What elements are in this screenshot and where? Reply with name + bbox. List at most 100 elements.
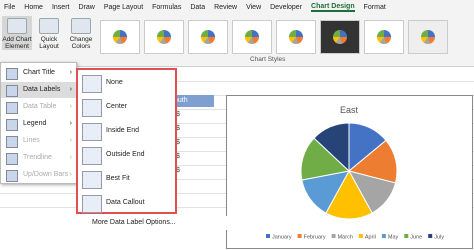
legend-swatch <box>297 234 302 238</box>
menu-arrow: › <box>69 86 72 93</box>
legend-swatch <box>266 234 270 238</box>
tab[interactable]: Format <box>363 3 386 11</box>
menu-item[interactable]: Trendline › <box>1 150 76 166</box>
legend-label: June <box>410 235 422 241</box>
tab[interactable]: View <box>246 3 262 11</box>
button-icon <box>7 18 27 34</box>
tab[interactable]: Developer <box>270 3 303 11</box>
menu-icon <box>6 170 18 182</box>
dollar-cell: $ <box>176 111 180 118</box>
submenu-icon <box>82 75 102 93</box>
style-thumbnail[interactable] <box>364 20 404 54</box>
tab-bar: File Home Insert Draw Page Layout Formulas Dat… <box>0 0 474 14</box>
menu-icon <box>6 102 18 114</box>
button-icon <box>71 18 91 34</box>
ribbon: Chart Styles Add Chart Element Quick Layo… <box>0 14 474 67</box>
ribbon-button[interactable]: Change Colors <box>66 16 96 50</box>
button-icon <box>39 18 59 34</box>
group-label: Chart Styles <box>250 56 286 63</box>
legend-swatch <box>428 234 433 238</box>
style-thumbnail[interactable] <box>232 20 272 54</box>
dollar-cell: $ <box>176 139 180 146</box>
thumb-pie <box>421 30 435 44</box>
thumb-pie <box>157 30 171 44</box>
ribbon-button[interactable]: Add Chart Element <box>2 16 32 50</box>
menu-arrow: › <box>69 69 72 76</box>
menu-arrow: › <box>69 103 72 110</box>
tab[interactable]: Data <box>190 3 206 11</box>
thumb-pie <box>245 30 259 44</box>
menu-arrow: › <box>69 120 72 127</box>
dollar-cell: $ <box>176 125 180 132</box>
submenu-item[interactable]: Best Fit <box>82 168 130 190</box>
menu-icon <box>6 68 18 80</box>
style-thumbnail[interactable] <box>188 20 228 54</box>
tab[interactable]: Review <box>214 3 238 11</box>
chart: East January February March April May June July <box>226 95 473 249</box>
menu-icon <box>6 153 18 165</box>
menu-item[interactable]: Chart Title › <box>1 65 76 81</box>
chart-title: East <box>340 105 359 115</box>
thumb-pie <box>289 30 303 44</box>
dollar-cell: $ <box>176 153 180 160</box>
legend-label: January <box>272 235 292 241</box>
pie-slice[interactable] <box>313 122 350 173</box>
column-header: outh <box>172 95 214 107</box>
menu-icon <box>6 119 18 131</box>
menu-icon <box>6 85 18 97</box>
tab[interactable]: Insert <box>51 3 70 11</box>
chart-border <box>226 95 473 249</box>
menu-item[interactable]: Data Table › <box>1 99 76 115</box>
submenu-item[interactable]: None <box>82 72 123 94</box>
legend-label: April <box>365 235 376 241</box>
submenu-icon <box>82 147 102 165</box>
menu-item[interactable]: Legend › <box>1 116 76 132</box>
button-label: Change Colors <box>69 36 93 50</box>
dollar-cell: $ <box>176 167 180 174</box>
legend-label: March <box>338 235 353 241</box>
more-options[interactable]: More Data Label Options... <box>76 216 242 230</box>
grid-row-line <box>0 81 474 82</box>
menu-arrow: › <box>69 171 72 178</box>
legend-label: May <box>388 235 399 241</box>
pie-slice[interactable] <box>325 169 373 220</box>
thumb-pie <box>113 30 127 44</box>
menu-icon <box>6 136 18 148</box>
thumb-pie <box>377 30 391 44</box>
submenu-item[interactable]: Center <box>82 96 127 118</box>
submenu-item[interactable]: Inside End <box>82 120 139 142</box>
data-labels-submenu: None Center Inside End Outside End Best Fit D… <box>76 68 177 214</box>
add-chart-element-menu: Chart Title › Data Labels › Data Table › Legen… <box>0 62 77 184</box>
tab[interactable]: Chart Design <box>311 2 355 12</box>
tab[interactable]: Home <box>24 3 43 11</box>
legend-swatch <box>331 234 336 238</box>
style-thumbnail[interactable] <box>276 20 316 54</box>
legend-label: February <box>304 235 326 241</box>
style-thumbnail[interactable] <box>320 20 360 54</box>
submenu-icon <box>82 171 102 189</box>
submenu-item[interactable]: Outside End <box>82 144 145 166</box>
tab[interactable]: File <box>4 3 16 11</box>
style-thumbnail[interactable] <box>408 20 448 54</box>
submenu-icon <box>82 99 102 117</box>
thumb-pie <box>333 30 347 44</box>
submenu-item[interactable]: Data Callout <box>82 192 145 214</box>
submenu-icon <box>82 123 102 141</box>
legend-label: July <box>434 235 444 241</box>
menu-item[interactable]: Lines › <box>1 133 76 149</box>
menu-arrow: › <box>69 154 72 161</box>
tab[interactable]: Draw <box>78 3 95 11</box>
submenu-icon <box>82 195 102 213</box>
tab[interactable]: Page Layout <box>103 3 144 11</box>
tab[interactable]: Formulas <box>152 3 182 11</box>
button-label: Quick Layout <box>39 36 59 50</box>
style-thumbnail[interactable] <box>100 20 140 54</box>
ribbon-button[interactable]: Quick Layout <box>34 16 64 50</box>
style-thumbnail[interactable] <box>144 20 184 54</box>
legend-swatch <box>404 234 409 238</box>
button-label: Add Chart Element <box>2 36 32 50</box>
menu-item[interactable]: Data Labels › <box>1 82 76 98</box>
legend-swatch <box>358 234 363 238</box>
menu-item[interactable]: Up/Down Bars › <box>1 167 76 183</box>
